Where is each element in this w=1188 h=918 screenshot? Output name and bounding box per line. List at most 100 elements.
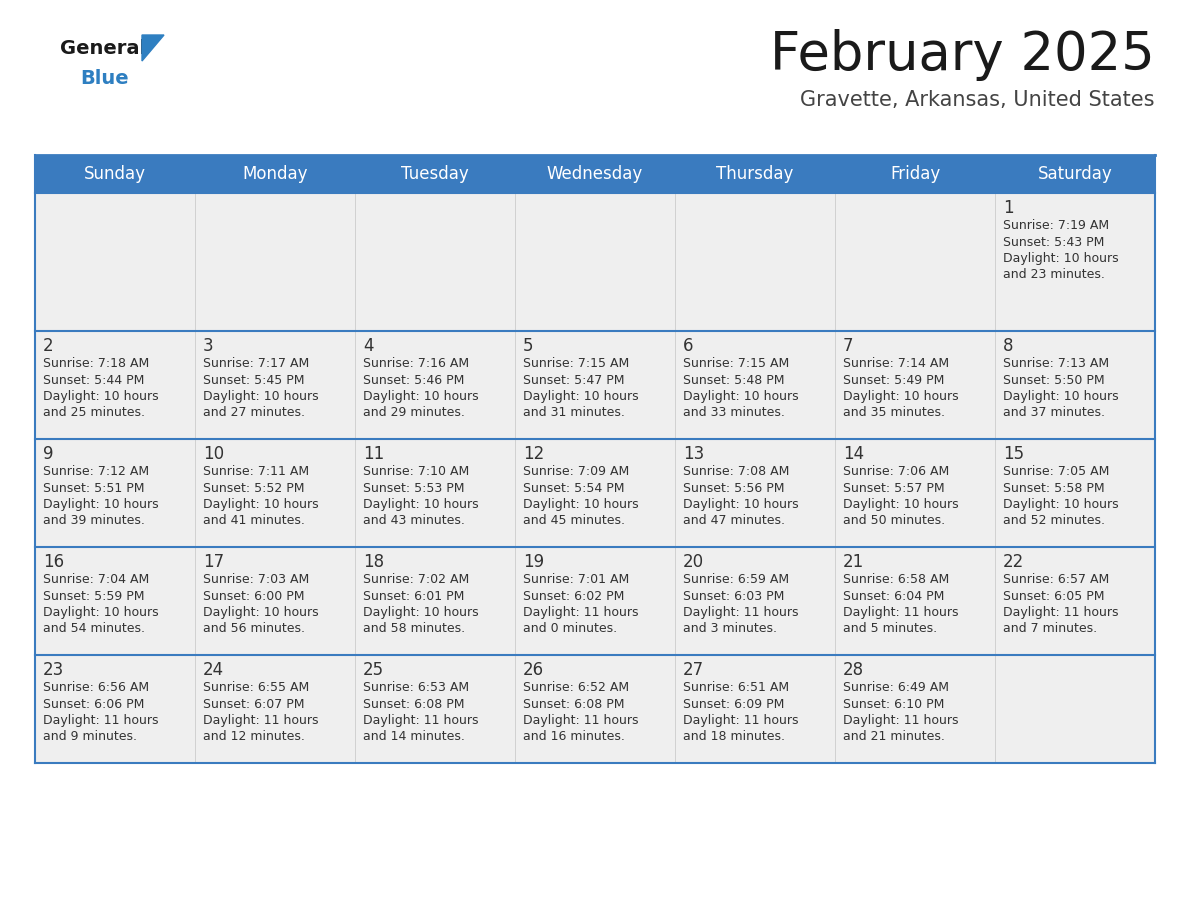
Text: 9: 9 [43, 445, 53, 463]
Text: Sunrise: 7:10 AM: Sunrise: 7:10 AM [364, 465, 469, 478]
Text: and 25 minutes.: and 25 minutes. [43, 407, 145, 420]
Text: 16: 16 [43, 553, 64, 571]
Bar [675, 547, 835, 655]
Bar [996, 155, 1155, 193]
Bar [675, 655, 835, 763]
Text: Blue: Blue [80, 69, 128, 87]
Text: Sunset: 6:04 PM: Sunset: 6:04 PM [843, 589, 944, 602]
Bar [835, 655, 996, 763]
Text: Daylight: 11 hours: Daylight: 11 hours [1003, 606, 1118, 619]
Text: Daylight: 10 hours: Daylight: 10 hours [43, 498, 159, 511]
Bar [355, 547, 516, 655]
Bar [835, 331, 996, 439]
Text: 1: 1 [1003, 199, 1013, 217]
Bar [516, 547, 675, 655]
Text: 11: 11 [364, 445, 384, 463]
Bar [195, 439, 355, 547]
Text: 15: 15 [1003, 445, 1024, 463]
Text: 24: 24 [203, 661, 225, 679]
Text: Sunset: 5:52 PM: Sunset: 5:52 PM [203, 482, 304, 495]
Text: Sunrise: 6:51 AM: Sunrise: 6:51 AM [683, 681, 789, 694]
Text: Daylight: 10 hours: Daylight: 10 hours [203, 606, 318, 619]
Text: and 31 minutes.: and 31 minutes. [523, 407, 625, 420]
Bar [34, 655, 195, 763]
Text: Daylight: 10 hours: Daylight: 10 hours [43, 606, 159, 619]
Bar [34, 155, 195, 193]
Text: 12: 12 [523, 445, 544, 463]
Bar [34, 193, 195, 331]
Text: and 9 minutes.: and 9 minutes. [43, 731, 137, 744]
Bar [355, 155, 516, 193]
Text: Sunset: 5:50 PM: Sunset: 5:50 PM [1003, 374, 1105, 386]
Text: Sunrise: 6:56 AM: Sunrise: 6:56 AM [43, 681, 150, 694]
Text: Sunset: 6:08 PM: Sunset: 6:08 PM [523, 698, 625, 711]
Text: Sunrise: 6:53 AM: Sunrise: 6:53 AM [364, 681, 469, 694]
Bar [675, 331, 835, 439]
Text: Sunset: 5:56 PM: Sunset: 5:56 PM [683, 482, 784, 495]
Text: February 2025: February 2025 [770, 29, 1155, 81]
Text: and 0 minutes.: and 0 minutes. [523, 622, 617, 635]
Text: and 43 minutes.: and 43 minutes. [364, 514, 465, 528]
Bar [34, 331, 195, 439]
Text: and 23 minutes.: and 23 minutes. [1003, 268, 1105, 282]
Text: Monday: Monday [242, 165, 308, 183]
Text: Sunrise: 6:55 AM: Sunrise: 6:55 AM [203, 681, 309, 694]
Bar [835, 547, 996, 655]
Text: and 35 minutes.: and 35 minutes. [843, 407, 944, 420]
Bar [355, 439, 516, 547]
Text: Sunset: 5:44 PM: Sunset: 5:44 PM [43, 374, 145, 386]
Bar [195, 331, 355, 439]
Text: Sunrise: 7:08 AM: Sunrise: 7:08 AM [683, 465, 789, 478]
Text: Daylight: 10 hours: Daylight: 10 hours [364, 390, 479, 403]
Text: Daylight: 11 hours: Daylight: 11 hours [203, 714, 318, 727]
Text: Sunrise: 6:57 AM: Sunrise: 6:57 AM [1003, 573, 1110, 586]
Text: and 39 minutes.: and 39 minutes. [43, 514, 145, 528]
Text: Sunset: 5:45 PM: Sunset: 5:45 PM [203, 374, 304, 386]
Text: 20: 20 [683, 553, 704, 571]
Text: Sunset: 5:58 PM: Sunset: 5:58 PM [1003, 482, 1105, 495]
Text: Sunrise: 7:17 AM: Sunrise: 7:17 AM [203, 357, 309, 370]
Bar [355, 331, 516, 439]
Polygon shape [143, 35, 164, 61]
Text: and 3 minutes.: and 3 minutes. [683, 622, 777, 635]
Bar [996, 193, 1155, 331]
Text: Daylight: 10 hours: Daylight: 10 hours [843, 390, 959, 403]
Text: Sunset: 5:53 PM: Sunset: 5:53 PM [364, 482, 465, 495]
Text: and 18 minutes.: and 18 minutes. [683, 731, 785, 744]
Text: Sunrise: 7:09 AM: Sunrise: 7:09 AM [523, 465, 630, 478]
Text: Wednesday: Wednesday [546, 165, 643, 183]
Bar [516, 439, 675, 547]
Text: Sunset: 5:59 PM: Sunset: 5:59 PM [43, 589, 145, 602]
Text: Daylight: 10 hours: Daylight: 10 hours [1003, 252, 1119, 265]
Text: and 58 minutes.: and 58 minutes. [364, 622, 466, 635]
Text: 17: 17 [203, 553, 225, 571]
Text: Daylight: 11 hours: Daylight: 11 hours [683, 714, 798, 727]
Text: Daylight: 10 hours: Daylight: 10 hours [523, 498, 639, 511]
Text: Daylight: 10 hours: Daylight: 10 hours [523, 390, 639, 403]
Text: and 12 minutes.: and 12 minutes. [203, 731, 305, 744]
Text: 21: 21 [843, 553, 864, 571]
Text: Sunday: Sunday [84, 165, 146, 183]
Bar [355, 193, 516, 331]
Bar [996, 547, 1155, 655]
Text: Daylight: 10 hours: Daylight: 10 hours [683, 498, 798, 511]
Bar [996, 331, 1155, 439]
Text: 27: 27 [683, 661, 704, 679]
Text: Sunrise: 7:04 AM: Sunrise: 7:04 AM [43, 573, 150, 586]
Text: Sunrise: 7:13 AM: Sunrise: 7:13 AM [1003, 357, 1110, 370]
Text: Sunset: 5:57 PM: Sunset: 5:57 PM [843, 482, 944, 495]
Text: 5: 5 [523, 337, 533, 355]
Text: 10: 10 [203, 445, 225, 463]
Text: Daylight: 11 hours: Daylight: 11 hours [523, 606, 638, 619]
Text: and 45 minutes.: and 45 minutes. [523, 514, 625, 528]
Text: Daylight: 11 hours: Daylight: 11 hours [364, 714, 479, 727]
Text: and 14 minutes.: and 14 minutes. [364, 731, 465, 744]
Text: Sunrise: 6:49 AM: Sunrise: 6:49 AM [843, 681, 949, 694]
Text: and 7 minutes.: and 7 minutes. [1003, 622, 1098, 635]
Text: and 52 minutes.: and 52 minutes. [1003, 514, 1105, 528]
Text: Daylight: 11 hours: Daylight: 11 hours [683, 606, 798, 619]
Text: 18: 18 [364, 553, 384, 571]
Text: Gravette, Arkansas, United States: Gravette, Arkansas, United States [801, 90, 1155, 110]
Bar [516, 655, 675, 763]
Text: Daylight: 11 hours: Daylight: 11 hours [843, 606, 959, 619]
